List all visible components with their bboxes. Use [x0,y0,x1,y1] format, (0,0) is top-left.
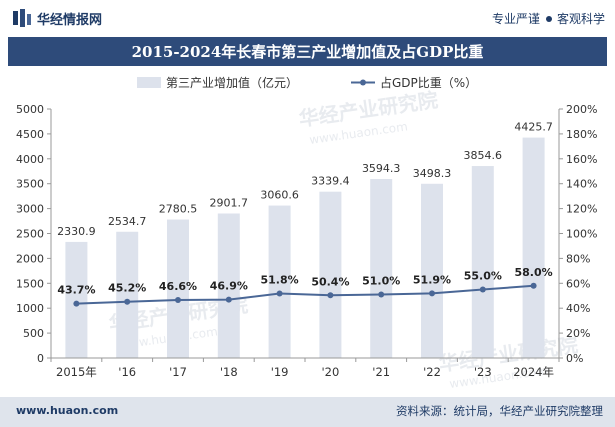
line-series [76,284,534,305]
y-left-tick-label: 5000 [16,103,44,116]
line-value-label: 46.9% [210,280,248,293]
bar [319,191,342,358]
y-right-tick-label: 140% [566,178,597,191]
bar-value-label: 3060.6 [260,189,299,202]
x-tick-label: '23 [474,365,492,379]
line-layer: 43.7% 45.2% 46.6% 46.9% 51.8% 50.4% 51.0% 51.9%… [57,266,553,307]
y-left-tick-label: 3500 [16,178,44,191]
title-bar: 2015-2024年长春市第三产业增加值及占GDP比重 [8,37,607,66]
bar [268,205,291,358]
line-point [429,290,435,297]
y-right-tick-label: 60% [566,277,590,290]
legend-bar-label: 第三产业增加值（亿元） [166,75,298,90]
line-point [124,298,131,305]
line-value-label: 46.6% [159,280,197,293]
bar-value-label: 2330.9 [57,225,96,238]
bullet-dot-icon [545,16,552,22]
y-right-tick-label: 180% [566,128,597,141]
x-tick-label: '22 [423,365,441,379]
chart-title: 2015-2024年长春市第三产业增加值及占GDP比重 [131,43,484,61]
footer-site[interactable]: www.huaon.com [16,404,119,417]
y-left-tick-label: 3000 [16,203,44,216]
bar-value-label: 3854.6 [464,149,503,162]
bar [217,213,240,358]
footer: www.huaon.com 资料来源：统计局，华经产业研究院整理 [0,397,615,427]
x-tick-label: 2015年 [56,365,97,379]
slogan-left: 专业严谨 [491,12,540,26]
line-value-label: 51.9% [413,273,451,286]
y-right-tick-label: 0% [566,352,583,365]
line-value-label: 43.7% [57,284,95,297]
line-value-label: 58.0% [515,266,553,279]
bar-value-label: 2901.7 [210,196,249,209]
line-value-label: 45.2% [108,282,146,295]
x-tick-label: '19 [271,365,289,379]
y-left-tick-label: 0 [37,352,44,365]
brand-name: 华经情报网 [37,12,103,28]
y-left-tick-label: 4500 [16,128,44,141]
bar-value-label: 4425.7 [514,121,553,134]
bar-value-label: 3339.4 [311,175,350,188]
bar-value-label: 3594.3 [362,162,401,175]
bar [116,231,139,358]
y-left-tick-label: 4000 [16,153,44,166]
bar-value-label: 2534.7 [108,215,147,228]
top-bar: 华经情报网 专业严谨 客观科学 [0,0,615,36]
legend: 第三产业增加值（亿元） 占GDP比重（%） [137,75,477,90]
bar [522,137,545,358]
line-point [175,296,181,303]
line-point [327,292,334,299]
bar [471,166,494,358]
x-tick-label: 2024年 [513,365,554,379]
brand-logo-icon [13,9,31,27]
line-point [530,282,537,289]
bar-value-label: 2780.5 [159,203,198,216]
x-tick-label: '18 [220,365,238,379]
brand[interactable]: 华经情报网 [12,8,102,28]
line-point [378,291,385,298]
bar [421,183,443,358]
y-right-tick-label: 120% [566,203,597,216]
y-left-tick-label: 2500 [16,228,44,241]
y-right-tick-label: 160% [566,153,597,166]
footer-source: 资料来源：统计局，华经产业研究院整理 [396,404,603,418]
bar [167,219,189,358]
y-right-tick-label: 40% [566,302,590,315]
line-point [73,300,80,307]
line-point [276,290,283,297]
line-point [479,286,486,293]
y-left-tick-label: 1500 [16,277,44,290]
y-right-tick-label: 100% [566,228,597,241]
x-tick-label: '21 [372,365,390,379]
x-tick-label: '17 [169,365,187,379]
y-left-tick-label: 500 [23,327,44,340]
line-point [225,296,232,303]
line-value-label: 51.0% [362,275,400,288]
x-tick-label: '16 [118,365,136,379]
line-value-label: 50.4% [311,275,349,288]
slogan-right: 客观科学 [556,12,605,26]
y-right-tick-label: 20% [566,327,590,340]
legend-line-label: 占GDP比重（%） [380,75,477,90]
slogan: 专业严谨 客观科学 [492,10,605,27]
bars [65,137,545,358]
x-tick-label: '20 [322,365,340,379]
axes: 0 500 1000 1500 2000 2500 3000 3500 4000 4500 5000… [16,103,597,379]
legend-line-marker [360,79,366,86]
bar [370,179,393,358]
chart: 华经产业研究院www.huaon.com华经产业研究院www.huaon.com… [16,75,597,391]
bar [65,241,88,358]
line-value-label: 51.8% [261,274,299,287]
bar-value-label: 3498.3 [413,167,452,180]
legend-bar-swatch [137,77,161,88]
y-left-tick-label: 2000 [16,252,44,265]
y-left-tick-label: 1000 [16,302,44,315]
y-right-tick-label: 200% [566,103,597,116]
y-right-tick-label: 80% [566,252,590,265]
bar-labels: 2330.9 2534.7 2780.5 2901.7 3060.6 3339.4 3594… [57,121,553,238]
line-value-label: 55.0% [464,270,502,283]
